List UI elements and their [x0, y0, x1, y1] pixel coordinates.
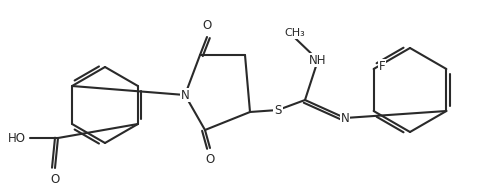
Text: N: N	[341, 112, 350, 125]
Text: F: F	[378, 60, 385, 73]
Text: O: O	[202, 19, 212, 32]
Text: O: O	[205, 153, 215, 166]
Text: O: O	[50, 173, 60, 186]
Text: HO: HO	[8, 131, 26, 145]
Text: CH₃: CH₃	[285, 28, 305, 38]
Text: NH: NH	[309, 53, 327, 66]
Text: N: N	[181, 88, 189, 101]
Text: S: S	[274, 104, 282, 117]
